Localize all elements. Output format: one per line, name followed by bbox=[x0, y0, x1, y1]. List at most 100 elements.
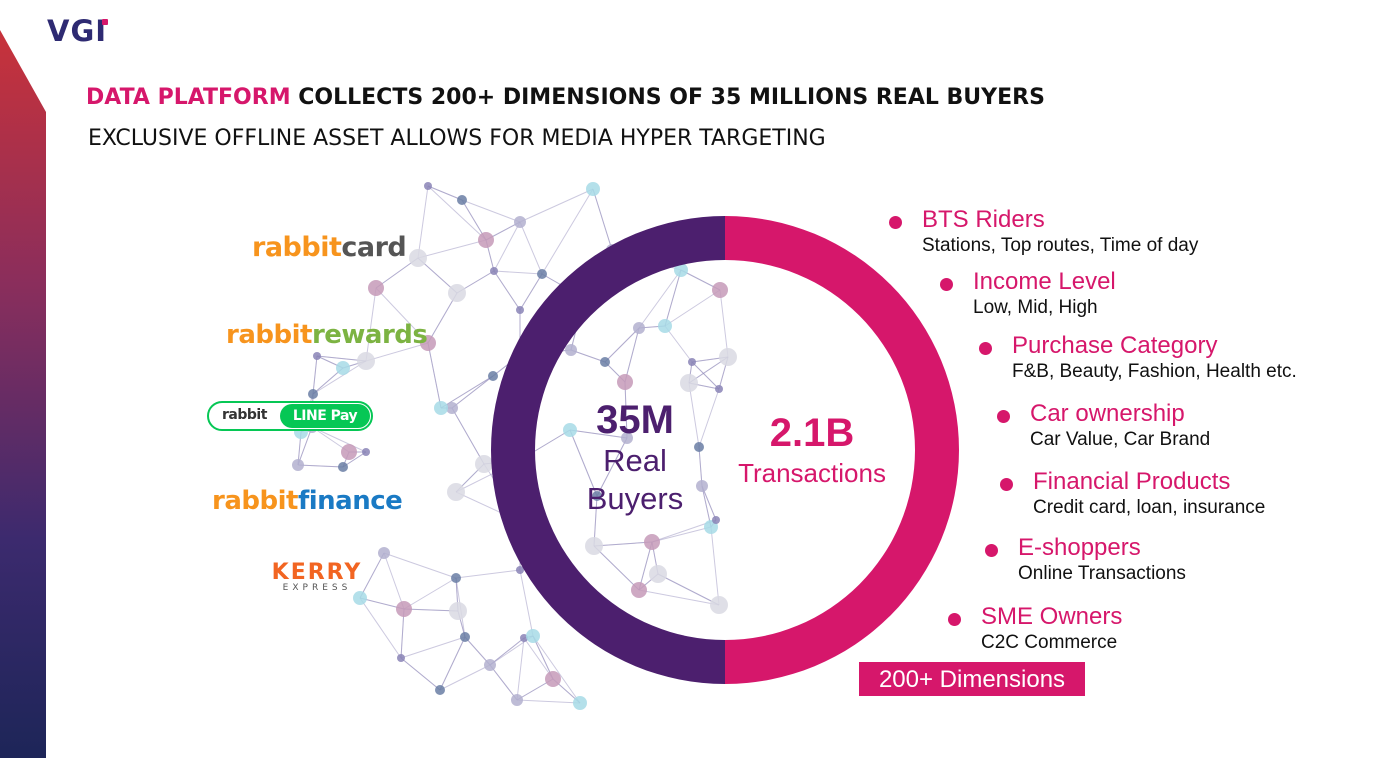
rabbit-rewards-logo-b: rewards bbox=[311, 320, 428, 350]
network-link bbox=[569, 429, 598, 497]
network-link bbox=[451, 375, 494, 409]
dimension-purchase-category: Purchase Category F&B, Beauty, Fashion, … bbox=[979, 332, 1297, 384]
network-link bbox=[664, 289, 721, 327]
dimension-detail: Stations, Top routes, Time of day bbox=[922, 235, 1199, 256]
dimension-detail: Credit card, loan, insurance bbox=[1033, 497, 1266, 518]
network-node bbox=[688, 358, 696, 366]
rabbit-rewards-logo-a: rabbit bbox=[226, 320, 312, 350]
network-node bbox=[719, 348, 737, 366]
network-link bbox=[400, 636, 466, 659]
network-link bbox=[523, 637, 554, 680]
network-node bbox=[336, 361, 350, 375]
network-node bbox=[424, 182, 432, 190]
dimension-detail: Low, Mid, High bbox=[973, 297, 1098, 318]
bullet-icon bbox=[979, 342, 992, 355]
network-node bbox=[478, 232, 494, 248]
network-node bbox=[585, 537, 603, 555]
network-link bbox=[651, 526, 712, 543]
network-link bbox=[297, 426, 313, 466]
network-link bbox=[570, 349, 606, 363]
network-link bbox=[489, 664, 518, 701]
headline-rest: COLLECTS 200+ DIMENSIONS OF 35 MILLIONS … bbox=[290, 85, 1045, 110]
network-link bbox=[297, 464, 344, 468]
network-node bbox=[537, 269, 547, 279]
network-link bbox=[427, 342, 442, 409]
network-link bbox=[383, 552, 457, 579]
ring-buyers-half bbox=[491, 216, 725, 684]
network-link bbox=[701, 485, 717, 521]
network-link bbox=[427, 185, 487, 241]
kerry-express-logo-a: KERRY bbox=[271, 560, 363, 585]
network-node bbox=[490, 267, 498, 275]
network-link bbox=[593, 541, 653, 547]
network-node bbox=[696, 480, 708, 492]
network-node bbox=[516, 306, 524, 314]
network-link bbox=[519, 273, 543, 311]
rabbit-card-logo-a: rabbit bbox=[252, 232, 342, 263]
dimension-title: E-shoppers bbox=[1018, 534, 1141, 561]
network-link bbox=[593, 545, 640, 591]
bullet-icon bbox=[997, 410, 1010, 423]
network-link bbox=[417, 239, 487, 259]
bullet-icon bbox=[889, 216, 902, 229]
network-link bbox=[596, 437, 628, 497]
network-link bbox=[701, 485, 717, 521]
network-node bbox=[649, 565, 667, 583]
network-node bbox=[592, 491, 602, 501]
buyers-value: 35M bbox=[596, 398, 674, 442]
network-node bbox=[658, 319, 672, 333]
dimension-car-ownership: Car ownership Car Value, Car Brand bbox=[997, 400, 1210, 452]
network-node bbox=[449, 602, 467, 620]
network-link bbox=[493, 270, 521, 311]
network-node bbox=[694, 442, 704, 452]
rabbit-linepay-logo-b: LINE Pay bbox=[280, 404, 370, 428]
network-link bbox=[451, 375, 494, 409]
network-node bbox=[338, 462, 348, 472]
network-link bbox=[439, 664, 491, 691]
network-link bbox=[312, 360, 367, 395]
network-node bbox=[644, 534, 660, 550]
network-link bbox=[624, 381, 628, 439]
dimension-title: BTS Riders bbox=[922, 206, 1045, 233]
buyers-stat: 35M Real Buyers bbox=[560, 398, 710, 518]
network-node bbox=[710, 596, 728, 614]
network-link bbox=[638, 541, 653, 591]
network-link bbox=[624, 327, 640, 383]
network-link bbox=[698, 446, 703, 487]
network-link bbox=[624, 327, 640, 383]
dimension-e-shoppers: E-shoppers Online Transactions bbox=[985, 534, 1186, 586]
network-link bbox=[439, 636, 466, 691]
network-link bbox=[604, 327, 640, 363]
network-link bbox=[489, 637, 525, 666]
network-node bbox=[484, 659, 496, 671]
network-link bbox=[519, 273, 543, 311]
network-node bbox=[362, 448, 370, 456]
network-link bbox=[638, 269, 682, 329]
transactions-value: 2.1B bbox=[769, 411, 855, 455]
rabbit-finance-logo-b: finance bbox=[297, 486, 403, 516]
network-link bbox=[400, 657, 441, 691]
network-link bbox=[312, 355, 318, 395]
dimension-title: Purchase Category bbox=[1012, 332, 1218, 359]
network-node bbox=[397, 654, 405, 662]
network-node bbox=[617, 374, 633, 390]
network-link bbox=[403, 577, 457, 610]
network-link bbox=[519, 221, 543, 275]
network-link bbox=[439, 636, 466, 691]
headline-highlight: DATA PLATFORM bbox=[86, 85, 291, 110]
side-gradient-bar bbox=[0, 30, 46, 758]
network-link bbox=[691, 361, 720, 390]
network-node bbox=[545, 671, 561, 687]
network-node bbox=[563, 423, 577, 437]
bullet-icon bbox=[940, 278, 953, 291]
network-link bbox=[691, 361, 720, 390]
network-node bbox=[357, 352, 375, 370]
network-link bbox=[464, 636, 491, 666]
kerry-express-logo: KERRY EXPRESS bbox=[254, 560, 380, 593]
network-node bbox=[680, 374, 698, 392]
network-link bbox=[427, 185, 463, 201]
dimension-financial-products: Financial Products Credit card, loan, in… bbox=[1000, 468, 1266, 520]
network-link bbox=[624, 381, 628, 439]
network-node bbox=[712, 516, 720, 524]
